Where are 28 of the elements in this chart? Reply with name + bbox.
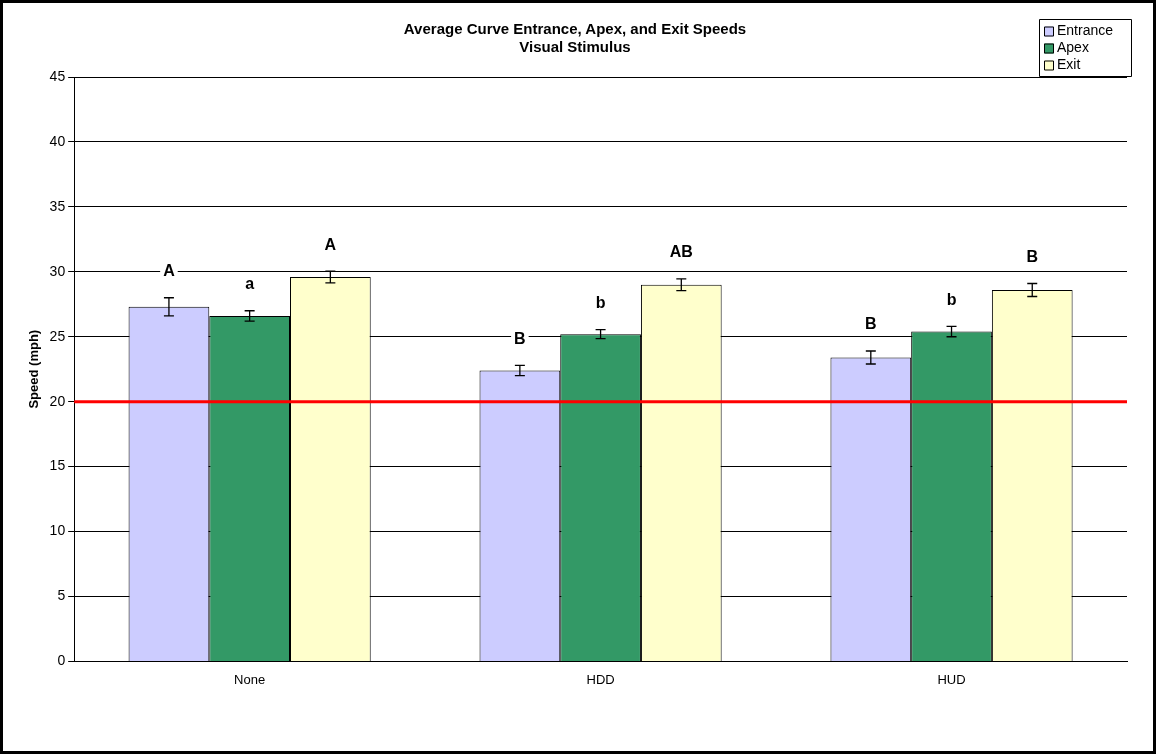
data-label: a xyxy=(245,275,255,293)
data-label: A xyxy=(163,262,176,280)
y-tick-label: 0 xyxy=(57,652,66,669)
data-label: AB xyxy=(669,243,693,261)
data-label: B xyxy=(514,329,526,347)
data-label: b xyxy=(946,290,957,308)
data-label: A xyxy=(324,235,337,253)
x-tick-label: HDD xyxy=(586,671,615,687)
data-label: b xyxy=(595,294,606,311)
legend-label: Exit xyxy=(1057,56,1081,73)
y-tick-label: 15 xyxy=(49,457,66,474)
x-tick-label: None xyxy=(234,671,266,687)
y-tick-label: 45 xyxy=(49,67,66,84)
legend-label: Apex xyxy=(1057,39,1089,56)
legend-label: Entrance xyxy=(1057,22,1114,39)
chart-title: Average Curve Entrance, Apex, and Exit Speeds xyxy=(403,20,747,38)
data-label: B xyxy=(1026,247,1039,265)
y-tick-label: 5 xyxy=(57,587,66,604)
y-tick-label: 30 xyxy=(49,262,66,279)
y-tick-label: 35 xyxy=(49,197,66,214)
y-tick-label: 25 xyxy=(49,327,66,344)
y-tick-label: 20 xyxy=(49,392,66,409)
x-tick-label: HUD xyxy=(937,671,966,687)
y-axis-title: Speed (mph) xyxy=(26,329,42,409)
chart-subtitle: Visual Stimulus xyxy=(519,38,631,56)
data-label: B xyxy=(865,315,877,333)
y-tick-label: 40 xyxy=(49,132,66,149)
y-tick-label: 10 xyxy=(49,522,66,539)
